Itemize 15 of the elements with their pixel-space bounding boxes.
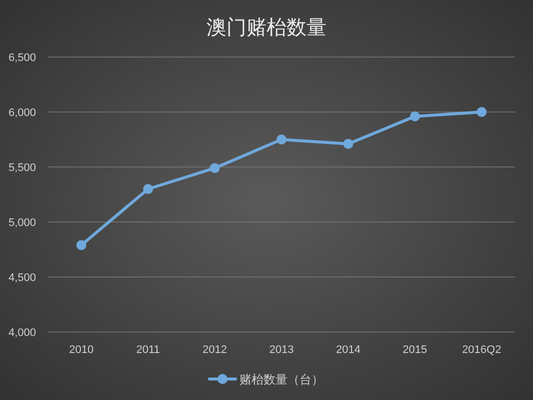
x-tick-label: 2014 [336, 344, 360, 356]
x-tick-label: 2016Q2 [462, 344, 502, 356]
title: 澳门赌枱数量 [206, 17, 326, 39]
y-tick-label: 4,500 [8, 272, 36, 284]
legend-label: 赌枱数量（台） [240, 372, 324, 386]
y-tick-label: 5,000 [8, 217, 36, 229]
x-tick-label: 2010 [69, 344, 94, 356]
x-tick-label: 2015 [402, 344, 428, 356]
x-tick-label: 2013 [269, 344, 294, 356]
y-tick-label: 5,500 [8, 162, 36, 174]
x-tick-label: 2012 [202, 344, 228, 356]
x-tick-label: 2011 [136, 344, 160, 356]
y-tick-label: 6,000 [8, 107, 36, 119]
y-tick-label: 4,000 [8, 327, 36, 339]
y-tick-label: 6,500 [8, 52, 36, 64]
